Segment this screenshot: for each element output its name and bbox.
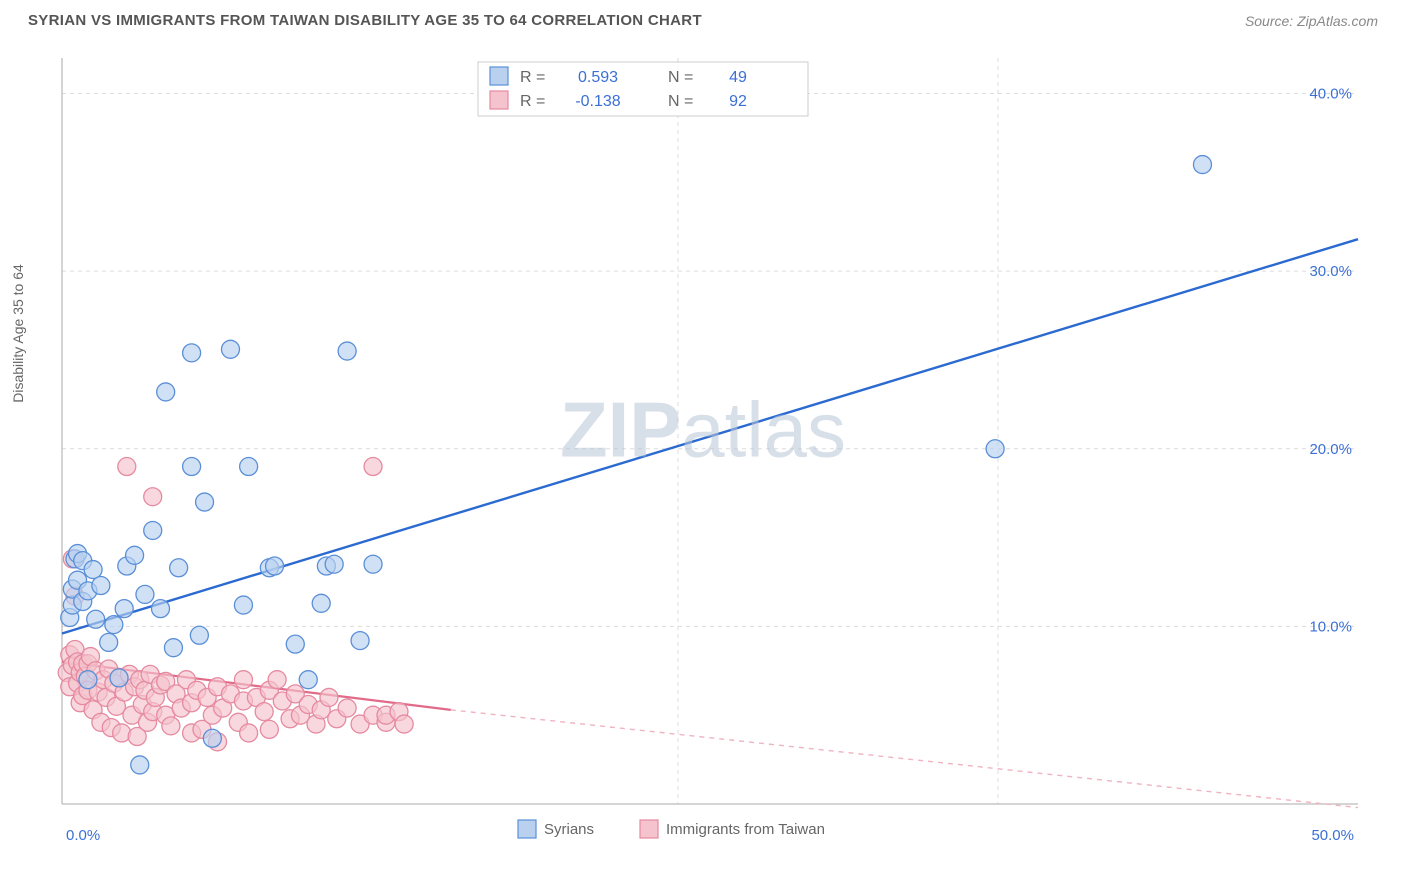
svg-text:-0.138: -0.138 <box>575 93 620 110</box>
svg-text:R =: R = <box>520 93 545 110</box>
scatter-chart: 10.0% 20.0% 30.0% 40.0% 0.0% 50.0% R = 0.593 N =… <box>28 44 1378 864</box>
svg-text:50.0%: 50.0% <box>1311 827 1354 844</box>
chart-container: Disability Age 35 to 64 ZIPatlas 10.0%20… <box>28 44 1378 884</box>
svg-text:0.593: 0.593 <box>578 69 618 86</box>
svg-text:N =: N = <box>668 69 693 86</box>
svg-text:Syrians: Syrians <box>544 821 594 838</box>
svg-text:49: 49 <box>729 69 747 86</box>
svg-text:92: 92 <box>729 93 747 110</box>
svg-text:40.0%: 40.0% <box>1309 86 1352 103</box>
svg-text:20.0%: 20.0% <box>1309 441 1352 458</box>
svg-text:R =: R = <box>520 69 545 86</box>
svg-text:N =: N = <box>668 93 693 110</box>
svg-text:10.0%: 10.0% <box>1309 618 1352 635</box>
y-axis-label: Disability Age 35 to 64 <box>10 264 26 403</box>
svg-text:Immigrants from Taiwan: Immigrants from Taiwan <box>666 821 825 838</box>
chart-title: SYRIAN VS IMMIGRANTS FROM TAIWAN DISABIL… <box>28 12 702 29</box>
svg-text:30.0%: 30.0% <box>1309 263 1352 280</box>
source-credit: Source: ZipAtlas.com <box>1245 13 1378 29</box>
svg-text:0.0%: 0.0% <box>66 827 100 844</box>
